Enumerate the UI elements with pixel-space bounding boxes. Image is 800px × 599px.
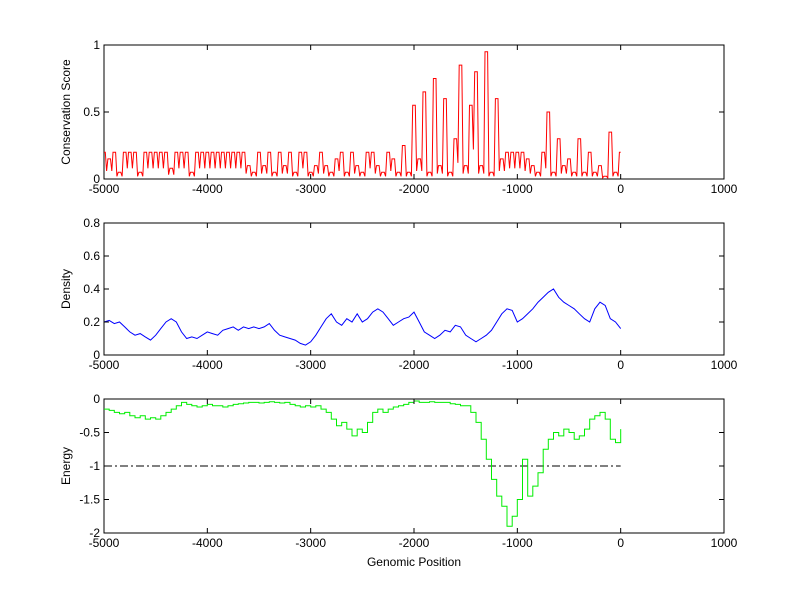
density-ytick-label: 0.8 [83, 216, 100, 230]
conservation-xtick-label: -2000 [399, 182, 430, 196]
energy-ytick-label: 0 [93, 392, 100, 406]
density-ytick-label: 0.2 [83, 315, 100, 329]
energy-ytick-label: -1 [89, 459, 100, 473]
energy-xtick-label: -1000 [502, 536, 533, 550]
density-series-line [103, 288, 622, 346]
density-ytick-label: 0 [93, 348, 100, 362]
density-ytick-label: 0.6 [83, 249, 100, 263]
conservation-ytick-label: 0.5 [83, 105, 100, 119]
conservation-ytick-label: 0 [93, 172, 100, 186]
density-xtick-label: 0 [617, 358, 624, 372]
energy-xlabel: Genomic Position [367, 555, 461, 569]
energy-panel: -5000 -4000 -3000 -2000 -1000 0 1000 -2 -1.5 -1 -0… [59, 392, 738, 569]
density-xtick-label: -1000 [502, 358, 533, 372]
conservation-axes-box [103, 44, 725, 180]
energy-xtick-label: -2000 [399, 536, 430, 550]
density-axes-box [103, 222, 725, 356]
energy-ylabel: Energy [59, 447, 73, 485]
conservation-ylabel: Conservation Score [59, 59, 73, 165]
conservation-score-panel: -5000 -4000 -3000 -2000 -1000 0 1000 0 0.5 1 Conse… [59, 38, 738, 196]
density-xtick-label: 1000 [711, 358, 738, 372]
conservation-xtick-label: -5000 [89, 182, 120, 196]
energy-xtick-label: 1000 [711, 536, 738, 550]
energy-series-line [104, 400, 622, 527]
energy-ytick-label: -2 [89, 526, 100, 540]
energy-ytick-label: -0.5 [79, 426, 100, 440]
energy-ytick-label: -1.5 [79, 493, 100, 507]
energy-xtick-label: -3000 [295, 536, 326, 550]
conservation-xtick-label: -4000 [192, 182, 223, 196]
density-xtick-label: -5000 [89, 358, 120, 372]
energy-xtick-label: -5000 [89, 536, 120, 550]
density-ytick-label: 0.4 [83, 282, 100, 296]
energy-xtick-label: -4000 [192, 536, 223, 550]
conservation-series-line [104, 51, 621, 180]
density-xtick-label: -4000 [192, 358, 223, 372]
density-xtick-label: -2000 [399, 358, 430, 372]
conservation-xtick-label: 1000 [711, 182, 738, 196]
energy-xtick-label: 0 [617, 536, 624, 550]
conservation-ytick-label: 1 [93, 38, 100, 52]
conservation-xtick-label: -1000 [502, 182, 533, 196]
density-ylabel: Density [59, 269, 73, 309]
conservation-xtick-label: -3000 [295, 182, 326, 196]
conservation-xtick-label: 0 [617, 182, 624, 196]
density-panel: -5000 -4000 -3000 -2000 -1000 0 1000 0 0.2 0.4 0.6… [59, 216, 738, 372]
density-xtick-label: -3000 [295, 358, 326, 372]
